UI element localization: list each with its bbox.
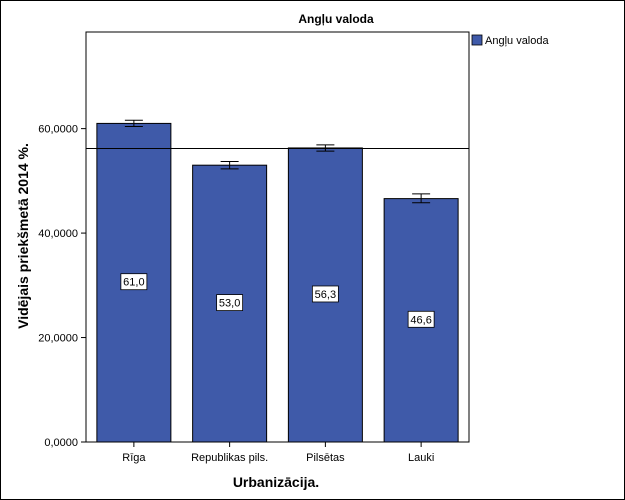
x-tick-label: Pilsētas <box>306 452 345 464</box>
y-tick-label: 20,0000 <box>38 333 78 345</box>
data-label-box <box>311 285 339 303</box>
data-label: 53,0 <box>219 298 240 310</box>
data-label-box <box>120 273 148 291</box>
data-label: 61,0 <box>123 277 144 289</box>
x-axis-title: Urbanizācija. <box>233 474 319 490</box>
y-tick-label: 0,0000 <box>44 437 78 449</box>
y-axis-title: Vidējais priekšmetā 2014 %. <box>15 143 31 329</box>
x-tick-label: Rīga <box>122 452 146 464</box>
data-label: 46,6 <box>410 314 431 326</box>
data-label: 56,3 <box>315 289 336 301</box>
data-label-box <box>407 310 435 328</box>
legend: Angļu valoda <box>471 34 549 47</box>
y-tick-label: 40,0000 <box>38 228 78 240</box>
y-tick-label: 60,0000 <box>38 124 78 136</box>
x-tick-label: Lauki <box>408 452 434 464</box>
x-tick-label: Republikas pils. <box>191 452 268 464</box>
chart-title: Angļu valoda <box>298 12 374 26</box>
plot-area <box>85 31 470 443</box>
legend-swatch <box>471 34 483 46</box>
legend-label: Angļu valoda <box>485 35 549 47</box>
data-label-box <box>216 294 244 311</box>
